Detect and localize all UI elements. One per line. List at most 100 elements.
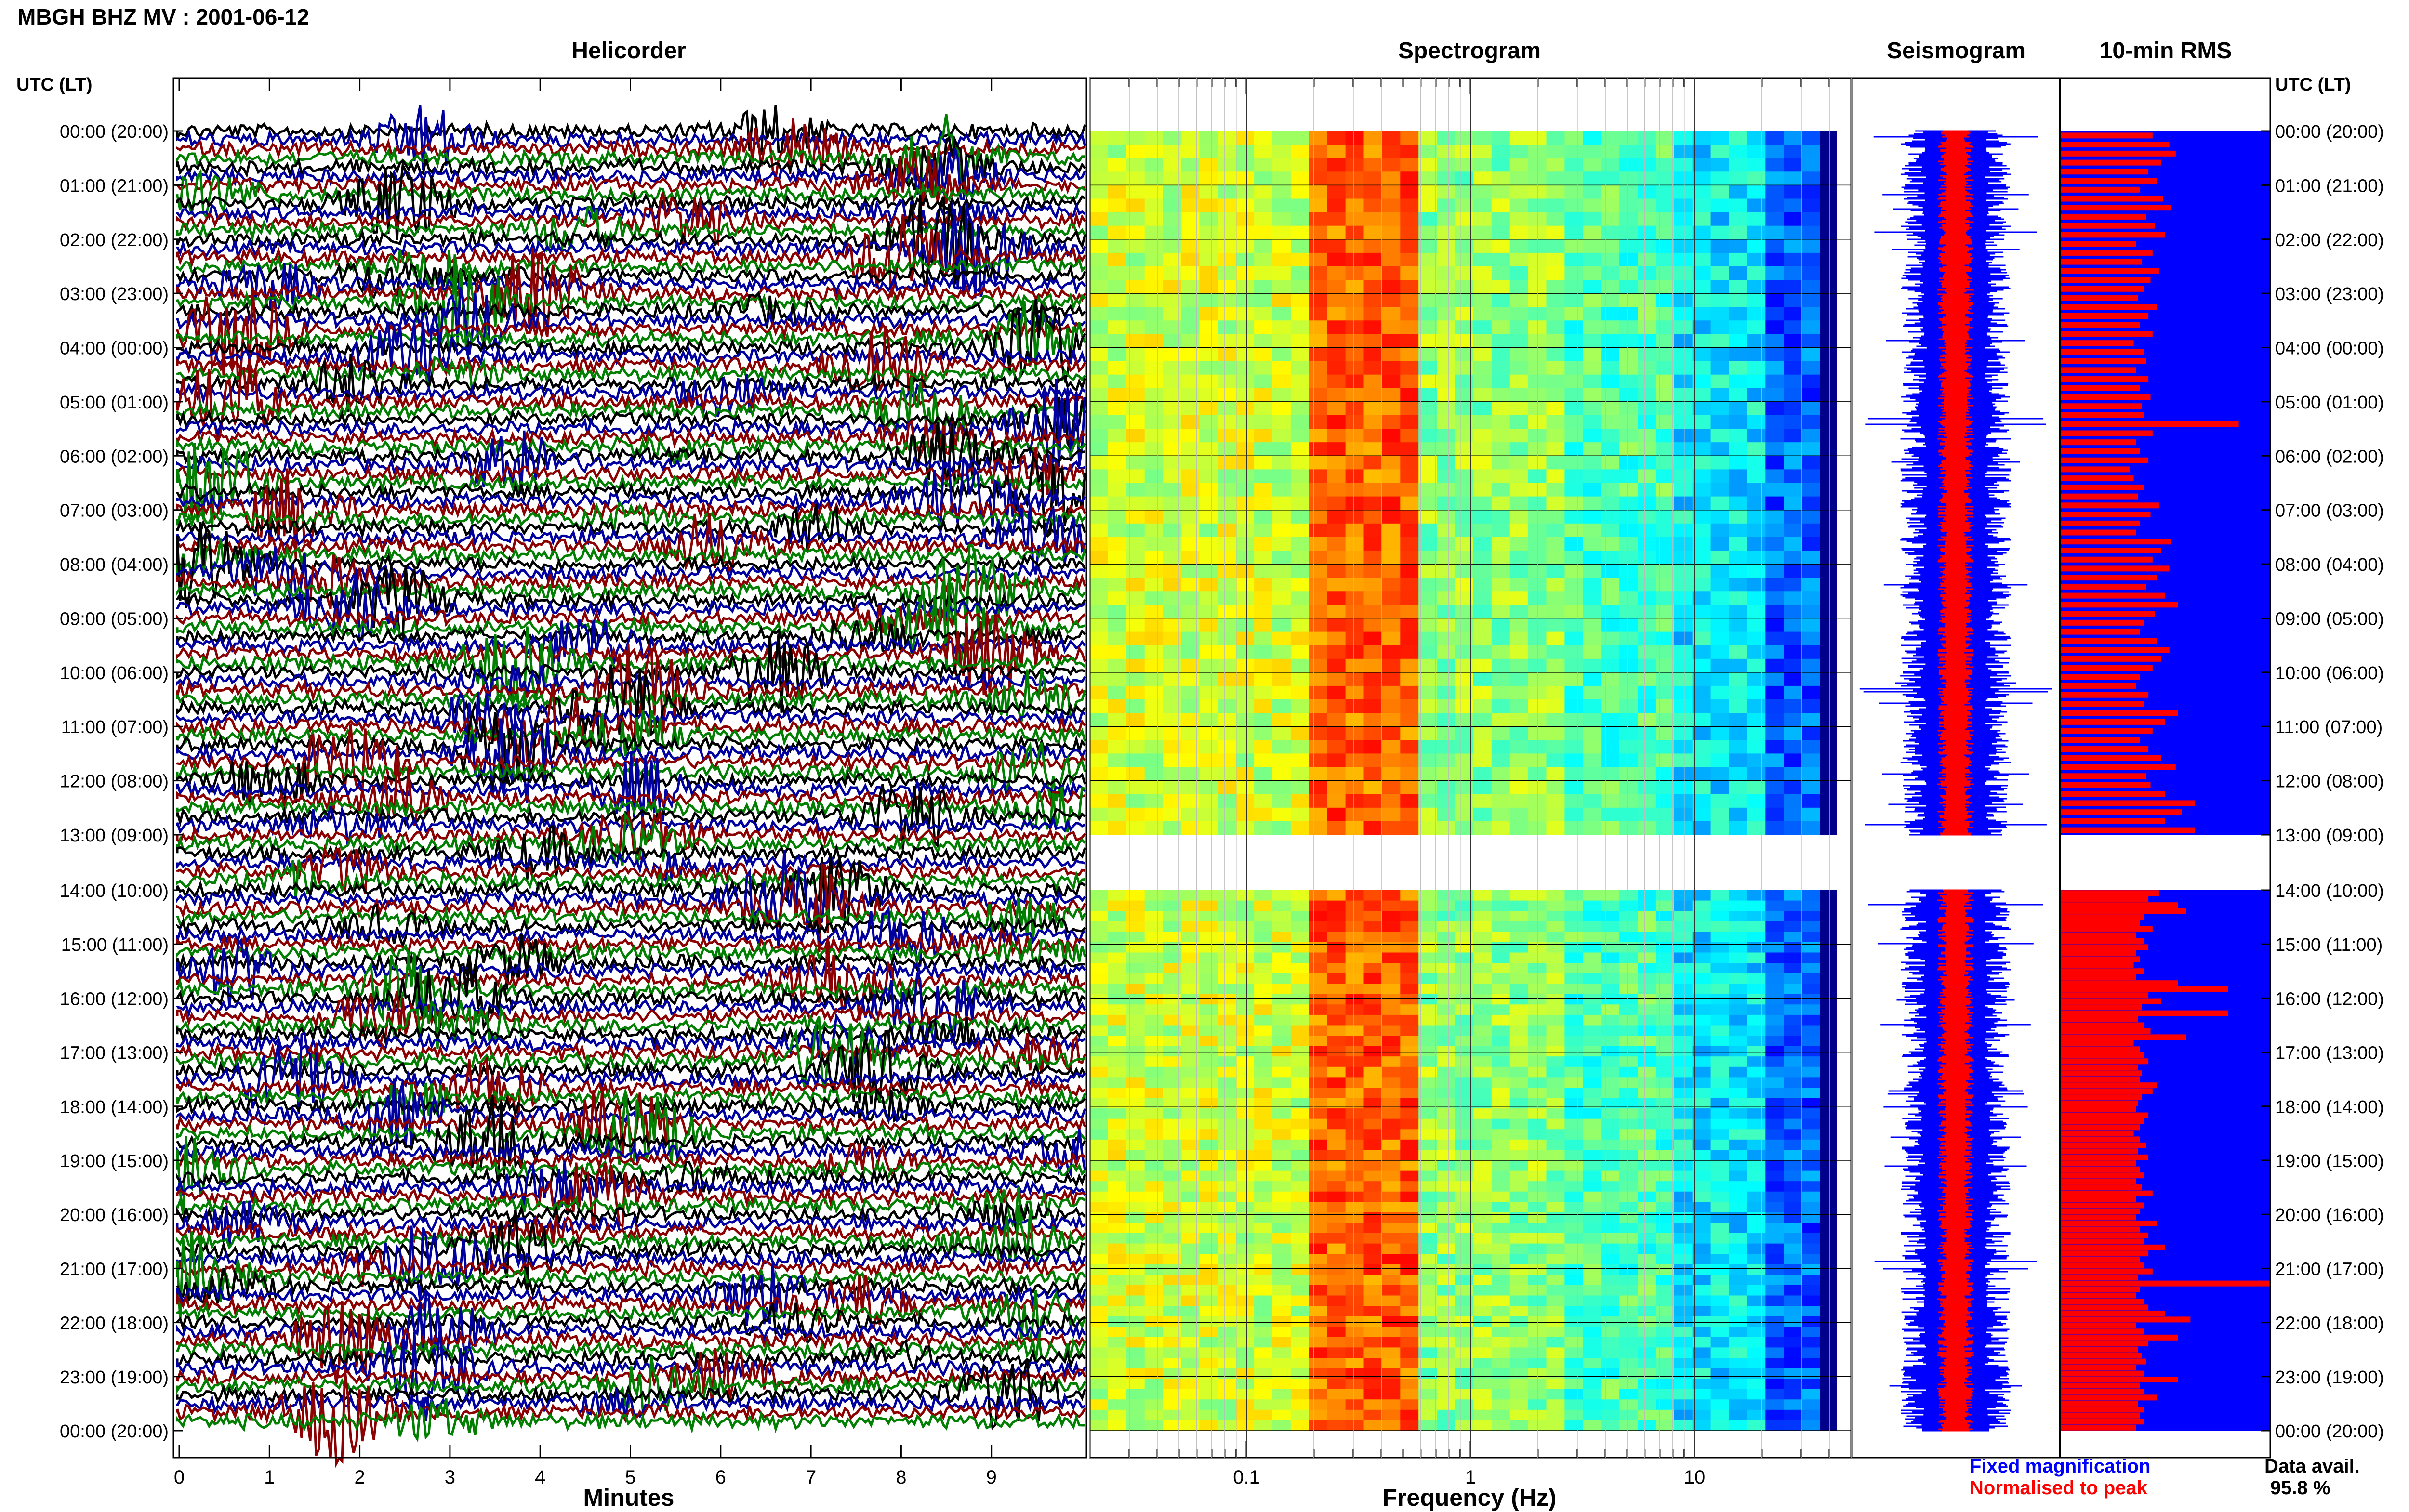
spectrogram-cell: [1382, 1160, 1401, 1171]
spectrogram-cell: [1655, 523, 1675, 538]
spectrogram-cell: [1802, 994, 1821, 1005]
spectrogram-cell: [1236, 618, 1255, 632]
spectrogram-cell: [1327, 1212, 1346, 1223]
spectrogram-cell: [1638, 1170, 1656, 1182]
spectrogram-cell: [1272, 1212, 1291, 1223]
spectrogram-cell: [1144, 890, 1164, 901]
spectrogram-cell: [1528, 1077, 1547, 1088]
spectrogram-cell: [1638, 672, 1656, 686]
spectrogram-cell: [1491, 225, 1510, 240]
spectrogram-cell: [1692, 631, 1711, 646]
spectrogram-cell: [1382, 605, 1401, 619]
spectrogram-cell: [1491, 973, 1510, 984]
spectrogram-cell: [1272, 537, 1291, 551]
spectrogram-cell: [1418, 293, 1437, 308]
spectrogram-cell: [1583, 483, 1602, 497]
spectrogram-cell: [1509, 510, 1529, 524]
spectrogram-cell: [1126, 1066, 1145, 1078]
spectrogram-cell: [1583, 605, 1602, 619]
rms-bar: [2060, 1148, 2138, 1155]
spectrogram-cell: [1765, 1118, 1784, 1130]
spectrogram-cell: [1254, 1014, 1273, 1026]
spectrogram-cell: [1327, 672, 1346, 686]
spectrogram-cell: [1236, 280, 1255, 294]
spectrogram-cell: [1619, 239, 1638, 253]
spectrogram-cell: [1655, 456, 1675, 470]
spectrogram-cell: [1655, 1118, 1675, 1130]
spectrogram-cell: [1655, 1181, 1675, 1192]
spectrogram-cell: [1254, 932, 1273, 943]
rms-bar: [2060, 213, 2146, 220]
hour-label-right: 07:00 (03:00): [2275, 501, 2384, 521]
spectrogram-cell: [1638, 266, 1656, 280]
rms-bar: [2060, 1202, 2144, 1209]
spectrogram-cell: [1509, 932, 1529, 943]
spectrogram-cell: [1546, 699, 1565, 713]
spectrogram-cell: [1765, 645, 1784, 659]
spectrogram-cell: [1254, 171, 1273, 186]
spectrogram-cell: [1090, 1275, 1109, 1286]
spectrogram-cell: [1710, 1233, 1730, 1244]
spectrogram-cell: [1199, 239, 1218, 253]
spectrogram-cell: [1784, 361, 1802, 375]
spectrogram-cell: [1236, 984, 1255, 995]
spectrogram-cell: [1729, 1139, 1748, 1151]
spectrogram-cell: [1181, 890, 1200, 901]
spectrogram-cell: [1473, 456, 1492, 470]
spectrogram-cell: [1546, 1118, 1565, 1130]
hour-label-right: 03:00 (23:00): [2275, 284, 2384, 304]
spectrogram-cell: [1108, 973, 1127, 984]
rms-bar: [2060, 1382, 2140, 1389]
spectrogram-cell: [1546, 1202, 1565, 1213]
spectrogram-cell: [1765, 994, 1784, 1005]
spectrogram-cell: [1601, 1327, 1620, 1338]
spectrogram-cell: [1765, 1295, 1784, 1306]
spectrogram-cell: [1784, 429, 1802, 443]
spectrogram-cell: [1144, 198, 1164, 213]
spectrogram-cell: [1382, 1389, 1401, 1400]
rms-bar: [2060, 556, 2153, 563]
spectrogram-cell: [1382, 713, 1401, 727]
spectrogram-cell: [1546, 1170, 1565, 1182]
spectrogram-cell: [1272, 591, 1291, 605]
spectrogram-cell: [1601, 740, 1620, 754]
spectrogram-cell: [1363, 984, 1383, 995]
spectrogram-cell: [1199, 1212, 1218, 1223]
spectrogram-cell: [1473, 1368, 1492, 1379]
spectrogram-cell: [1528, 1223, 1547, 1234]
spectrogram-cell: [1784, 551, 1802, 565]
spectrogram-cell: [1747, 1088, 1766, 1099]
spectrogram-cell: [1491, 1327, 1510, 1338]
spectrogram-cell: [1747, 185, 1766, 199]
spectrogram-cell: [1418, 753, 1437, 768]
spectrogram-cell: [1254, 1004, 1273, 1015]
spectrogram-cell: [1564, 1025, 1584, 1036]
spectrogram-cell: [1509, 821, 1529, 835]
spectrogram-cell: [1674, 890, 1693, 901]
spectrogram-cell: [1601, 984, 1620, 995]
spectrogram-cell: [1382, 578, 1401, 592]
spectrogram-cell: [1290, 1316, 1310, 1328]
spectrogram-cell: [1473, 239, 1492, 253]
spectrogram-cell: [1272, 578, 1291, 592]
spectrogram-cell: [1418, 1306, 1437, 1317]
spectrogram-cell: [1254, 942, 1273, 953]
spectrogram-cell: [1218, 645, 1236, 659]
spectrogram-cell: [1564, 685, 1584, 700]
spectrogram-cell: [1692, 821, 1711, 835]
spectrogram-cell: [1765, 618, 1784, 632]
spectrogram-cell: [1418, 699, 1437, 713]
spectrogram-cell: [1144, 334, 1164, 348]
spectrogram-cell: [1802, 672, 1821, 686]
spectrogram-cell: [1218, 1379, 1236, 1390]
spectrogram-cell: [1309, 1223, 1328, 1234]
spectrogram-cell: [1729, 911, 1748, 922]
helicorder-trace: [176, 513, 1086, 574]
helicorder-trace: [176, 1370, 1086, 1468]
rms-bar: [2060, 986, 2228, 992]
spectrogram-cell: [1747, 932, 1766, 943]
spectrogram-cell: [1437, 523, 1456, 538]
spectrogram-cell: [1765, 334, 1784, 348]
spectrogram-cell: [1345, 1129, 1364, 1140]
spectrogram-cell: [1528, 1399, 1547, 1410]
